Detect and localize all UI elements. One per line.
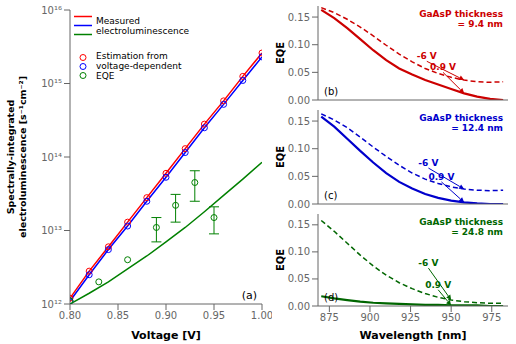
svg-text:10¹²: 10¹² [41,299,62,310]
svg-text:950: 950 [442,312,461,323]
svg-text:0.00: 0.00 [288,301,310,312]
svg-text:-6 V: -6 V [418,158,438,168]
svg-text:(b): (b) [324,86,338,97]
svg-text:0.10: 0.10 [288,39,310,50]
svg-text:0.9 V: 0.9 V [430,62,456,72]
svg-text:EQE: EQE [275,249,286,271]
svg-text:GaAsP thickness= 12.4 nm: GaAsP thickness= 12.4 nm [419,113,503,133]
svg-text:0.05: 0.05 [288,273,310,284]
svg-text:(d): (d) [324,292,338,303]
svg-text:0.9 V: 0.9 V [425,279,452,290]
svg-text:0.9 V: 0.9 V [428,172,454,182]
svg-text:0.80: 0.80 [59,310,81,321]
svg-text:-6 V: -6 V [417,51,437,61]
svg-text:975: 975 [482,312,501,323]
html-text:Measured electroluminescence: Measured electroluminescence [96,15,190,36]
svg-text:875: 875 [320,312,339,323]
svg-text:10¹³: 10¹³ [41,225,62,236]
svg-text:(a): (a) [242,289,257,302]
svg-text:1.00: 1.00 [251,310,272,321]
svg-text:-6 V: -6 V [418,258,438,268]
svg-text:GaAsP thickness= 24.8 nm: GaAsP thickness= 24.8 nm [419,217,503,237]
svg-text:EQE: EQE [275,42,286,64]
svg-text:Voltage [V]: Voltage [V] [131,329,201,342]
svg-text:electroluminescence [s⁻¹cm⁻²]: electroluminescence [s⁻¹cm⁻²] [17,76,28,238]
svg-text:0.10: 0.10 [288,143,310,154]
html-text:Estimation from voltage-depend: Estimation from voltage-dependent EQE [96,51,182,81]
svg-text:0.00: 0.00 [288,95,310,104]
svg-text:0.00: 0.00 [288,199,310,208]
svg-text:10¹⁴: 10¹⁴ [41,152,62,163]
svg-text:0.05: 0.05 [288,67,310,78]
svg-text:Spectrally-integrated: Spectrally-integrated [8,100,16,215]
svg-text:0.15: 0.15 [288,12,310,23]
svg-text:10¹⁵: 10¹⁵ [41,78,62,89]
svg-text:0.15: 0.15 [288,219,310,230]
svg-text:0.95: 0.95 [203,310,225,321]
svg-text:0.05: 0.05 [288,171,310,182]
svg-text:GaAsP thickness= 9.4 nm: GaAsP thickness= 9.4 nm [419,9,503,29]
svg-text:0.15: 0.15 [288,116,310,127]
svg-text:900: 900 [360,312,379,323]
svg-text:Wavelength [nm]: Wavelength [nm] [360,329,467,342]
svg-text:925: 925 [401,312,420,323]
svg-text:0.10: 0.10 [288,246,310,257]
svg-text:0.85: 0.85 [107,310,129,321]
svg-text:(c): (c) [324,190,337,201]
svg-text:10¹⁶: 10¹⁶ [41,5,62,16]
svg-text:0.90: 0.90 [155,310,177,321]
svg-text:EQE: EQE [275,146,286,168]
